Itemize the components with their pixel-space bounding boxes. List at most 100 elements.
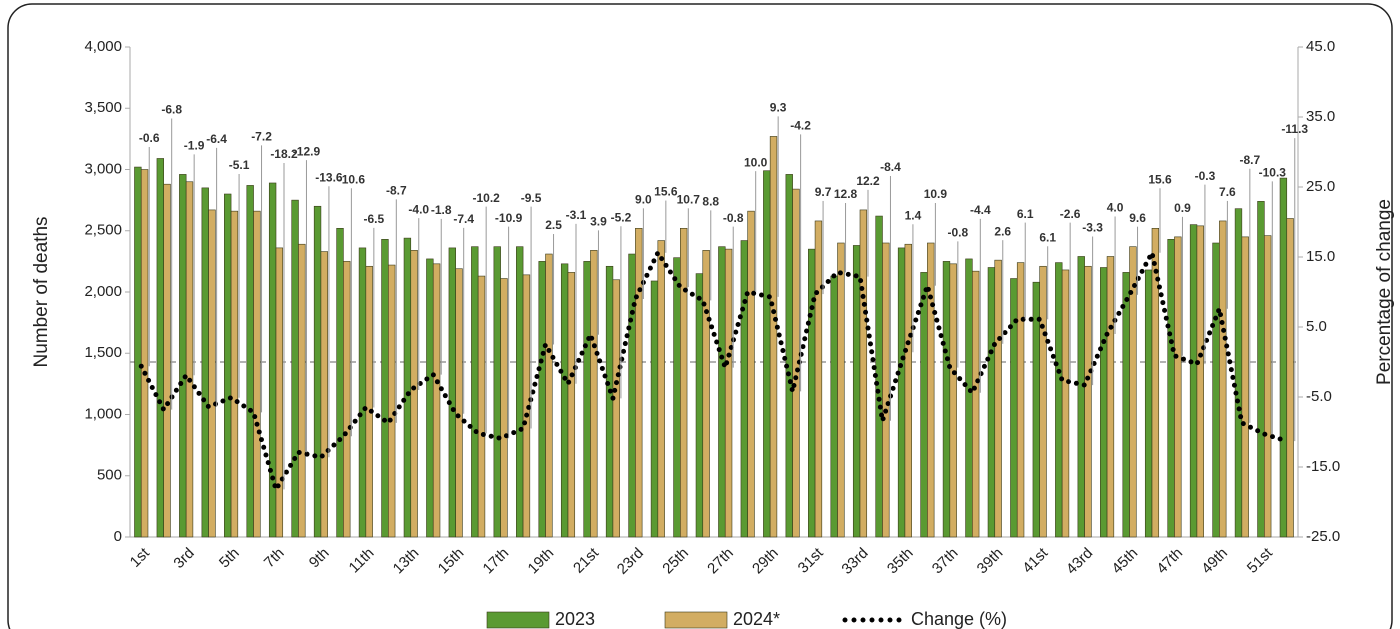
data-label: -1.8	[431, 203, 452, 217]
bar	[1151, 228, 1160, 538]
bar	[1257, 201, 1265, 538]
data-label: -6.5	[364, 212, 385, 226]
bar	[949, 263, 957, 538]
x-tick-label: 31st	[795, 544, 828, 577]
bar	[747, 210, 755, 538]
bar	[388, 264, 396, 538]
bar	[942, 261, 951, 538]
bar	[224, 193, 232, 538]
bar	[291, 199, 299, 538]
bar	[1174, 236, 1182, 538]
data-label: -4.4	[970, 203, 991, 217]
legend-label: 2024*	[733, 609, 780, 629]
data-label: 10.0	[744, 155, 768, 169]
bar	[972, 270, 980, 538]
legend-label: 2023	[555, 609, 595, 629]
y-tick-label: 4,000	[84, 38, 122, 55]
data-label: -10.9	[495, 211, 523, 225]
bar	[1084, 265, 1092, 538]
bar	[410, 250, 418, 538]
data-label: -6.8	[161, 103, 182, 117]
bar	[538, 261, 546, 538]
x-tick-label: 35th	[884, 545, 917, 578]
x-tick-label: 41st	[1019, 544, 1052, 577]
data-label: 10.7	[677, 192, 701, 206]
bar	[897, 247, 906, 538]
bar	[837, 242, 845, 538]
chart-frame	[7, 3, 1393, 629]
bar	[785, 174, 793, 538]
y2-tick-label: 15.0	[1306, 248, 1335, 265]
y-tick-label: 500	[97, 467, 122, 484]
x-tick-label: 7th	[261, 545, 288, 572]
bar	[500, 278, 508, 538]
bar	[1144, 269, 1153, 538]
data-label: 6.1	[1017, 207, 1034, 221]
data-label: -12.9	[293, 144, 321, 158]
bar	[1167, 239, 1175, 538]
bar	[680, 228, 688, 538]
data-label: -6.4	[206, 132, 227, 146]
bar	[1234, 208, 1243, 538]
bar	[471, 246, 479, 538]
data-label: 2.6	[994, 224, 1011, 238]
bar	[1129, 246, 1137, 538]
bar	[516, 246, 524, 538]
bar	[763, 170, 771, 538]
data-label: 9.3	[770, 101, 787, 115]
bar	[1279, 177, 1288, 538]
x-tick-label: 49th	[1198, 545, 1231, 578]
data-label: -10.3	[1259, 166, 1287, 180]
y2-axis-label: Percentage of change	[1374, 199, 1395, 385]
y2-tick-label: 5.0	[1306, 318, 1327, 335]
bar	[987, 267, 996, 538]
bar	[201, 187, 209, 538]
bar	[253, 210, 261, 538]
data-label: -7.2	[251, 130, 272, 144]
bar	[1077, 256, 1085, 538]
data-label: -8.4	[880, 160, 901, 174]
x-tick-label: 23rd	[614, 545, 647, 578]
x-tick-label: 39th	[974, 545, 1007, 578]
x-tick-label: 47th	[1153, 545, 1186, 578]
y2-tick-label: 45.0	[1306, 38, 1335, 55]
y-tick-label: 3,000	[84, 160, 122, 177]
data-label: -8.7	[1240, 153, 1261, 167]
x-tick-label: 13th	[390, 545, 423, 578]
bar	[1264, 235, 1272, 538]
y-tick-label: 3,500	[84, 99, 122, 116]
bar	[1241, 236, 1249, 538]
y2-tick-label: 25.0	[1306, 178, 1335, 195]
data-label: -0.3	[1195, 169, 1216, 183]
data-label: -10.2	[472, 191, 500, 205]
bar	[1016, 262, 1025, 538]
data-label: -7.4	[453, 212, 474, 226]
data-label: -9.5	[521, 191, 542, 205]
data-label: -8.7	[386, 183, 407, 197]
bar	[156, 158, 164, 538]
bar	[1100, 267, 1108, 538]
x-tick-label: 25th	[659, 545, 692, 578]
data-label: 9.6	[1129, 211, 1146, 225]
bar	[1122, 272, 1130, 538]
y-axis-label: Number of deaths	[31, 216, 52, 367]
legend-swatch	[664, 611, 728, 629]
x-tick-label: 29th	[749, 545, 782, 578]
legend-swatch	[486, 611, 550, 629]
y2-tick-label: 35.0	[1306, 108, 1335, 125]
data-label: 3.9	[590, 215, 607, 229]
bar	[179, 174, 187, 538]
bar	[702, 250, 710, 538]
data-label: 9.0	[635, 192, 652, 206]
bar	[455, 268, 463, 538]
bar	[1219, 220, 1227, 538]
data-label: -0.6	[139, 131, 160, 145]
bar	[358, 247, 367, 538]
x-tick-label: 15th	[435, 545, 468, 578]
bar	[1106, 256, 1115, 538]
bar	[808, 248, 816, 538]
bar	[365, 265, 373, 538]
data-label: -5.2	[611, 210, 632, 224]
x-tick-label: 21st	[570, 544, 603, 577]
